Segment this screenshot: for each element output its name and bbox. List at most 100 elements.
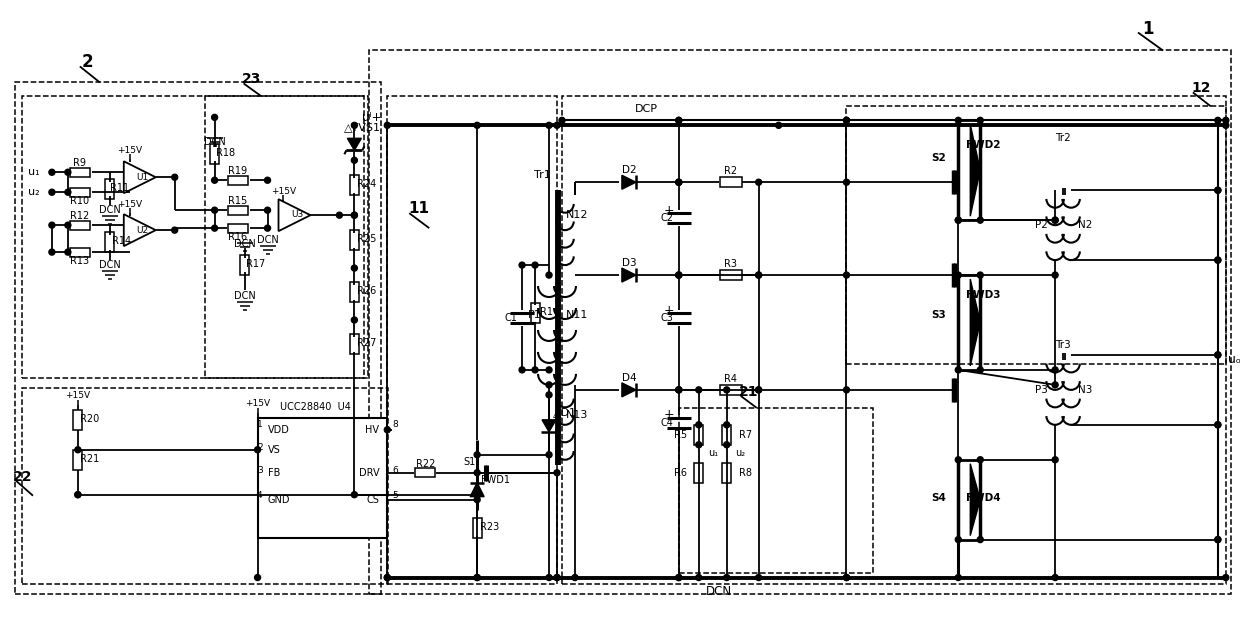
Circle shape: [676, 272, 682, 278]
Circle shape: [1052, 217, 1058, 223]
Text: R11: R11: [110, 183, 129, 193]
Text: FWD2: FWD2: [966, 140, 1001, 150]
Bar: [105, 232, 114, 252]
Circle shape: [474, 496, 480, 503]
Text: R4: R4: [724, 374, 738, 384]
Bar: [241, 255, 249, 275]
Bar: [228, 176, 248, 185]
Circle shape: [696, 575, 702, 580]
Text: +15V: +15V: [118, 146, 143, 155]
Circle shape: [843, 575, 849, 580]
Circle shape: [351, 157, 357, 163]
Bar: [69, 168, 89, 177]
Bar: [69, 220, 89, 230]
Text: 12: 12: [1192, 81, 1210, 95]
Circle shape: [843, 117, 849, 123]
Circle shape: [955, 117, 961, 123]
Circle shape: [843, 575, 849, 580]
Polygon shape: [622, 383, 636, 397]
Bar: [69, 188, 89, 197]
Bar: [722, 463, 732, 483]
Circle shape: [1215, 117, 1221, 123]
Text: 6: 6: [392, 466, 398, 475]
Text: 3: 3: [257, 466, 263, 475]
Circle shape: [384, 575, 391, 580]
Text: 8: 8: [392, 420, 398, 429]
Circle shape: [546, 382, 552, 388]
Circle shape: [351, 317, 357, 323]
Circle shape: [843, 272, 849, 278]
Circle shape: [474, 575, 480, 580]
Circle shape: [676, 272, 682, 278]
Circle shape: [1215, 422, 1221, 428]
Circle shape: [724, 442, 729, 448]
Text: S3: S3: [931, 310, 946, 320]
Text: 23: 23: [242, 73, 262, 86]
Circle shape: [977, 272, 983, 278]
Circle shape: [676, 575, 682, 580]
Bar: [719, 270, 742, 280]
Text: S2: S2: [931, 153, 946, 163]
Text: Tr3: Tr3: [1055, 340, 1071, 350]
Bar: [105, 179, 114, 199]
Circle shape: [1052, 367, 1058, 373]
Text: D4: D4: [621, 373, 636, 383]
Circle shape: [755, 575, 761, 580]
Bar: [22, 388, 388, 583]
Bar: [719, 177, 742, 187]
Bar: [370, 51, 1231, 595]
Circle shape: [1052, 217, 1058, 223]
Text: UCC28840  U4: UCC28840 U4: [280, 402, 351, 412]
Text: R9: R9: [73, 158, 87, 168]
Text: uᴵ+: uᴵ+: [362, 111, 381, 124]
Text: +15V: +15V: [118, 200, 143, 208]
Circle shape: [520, 367, 525, 373]
Circle shape: [554, 470, 560, 476]
Polygon shape: [124, 214, 156, 246]
Circle shape: [212, 115, 217, 120]
Circle shape: [64, 189, 71, 195]
Text: R13: R13: [71, 256, 89, 266]
Circle shape: [171, 174, 177, 180]
Circle shape: [977, 367, 983, 373]
Circle shape: [955, 272, 961, 278]
Circle shape: [676, 179, 682, 185]
Text: Tr2: Tr2: [1055, 133, 1071, 143]
Circle shape: [724, 387, 729, 393]
Circle shape: [955, 575, 961, 580]
Text: DCN: DCN: [257, 235, 279, 245]
Text: R26: R26: [357, 286, 376, 296]
Text: C3: C3: [661, 313, 673, 323]
Circle shape: [546, 452, 552, 458]
Circle shape: [351, 491, 357, 498]
Text: FWD3: FWD3: [966, 290, 1001, 300]
Circle shape: [254, 447, 260, 453]
Circle shape: [264, 225, 270, 231]
Circle shape: [351, 122, 357, 128]
Circle shape: [1215, 352, 1221, 358]
Circle shape: [1215, 422, 1221, 428]
Circle shape: [676, 575, 682, 580]
Circle shape: [676, 387, 682, 393]
Text: R23: R23: [480, 521, 498, 531]
Circle shape: [955, 367, 961, 373]
Text: Tr1: Tr1: [533, 170, 551, 180]
Circle shape: [384, 122, 391, 128]
Text: P3: P3: [1034, 385, 1048, 395]
Text: DCN: DCN: [233, 291, 255, 301]
Text: 11: 11: [409, 201, 430, 216]
Circle shape: [955, 536, 961, 543]
Circle shape: [74, 447, 81, 453]
Bar: [228, 206, 248, 215]
Circle shape: [676, 117, 682, 123]
Circle shape: [254, 575, 260, 580]
Circle shape: [1215, 187, 1221, 193]
Circle shape: [546, 575, 552, 580]
Text: R15: R15: [228, 196, 247, 206]
Text: HV: HV: [366, 425, 379, 435]
Circle shape: [474, 122, 480, 128]
Circle shape: [1052, 457, 1058, 463]
Polygon shape: [542, 420, 556, 432]
Bar: [722, 425, 732, 444]
Circle shape: [755, 387, 761, 393]
